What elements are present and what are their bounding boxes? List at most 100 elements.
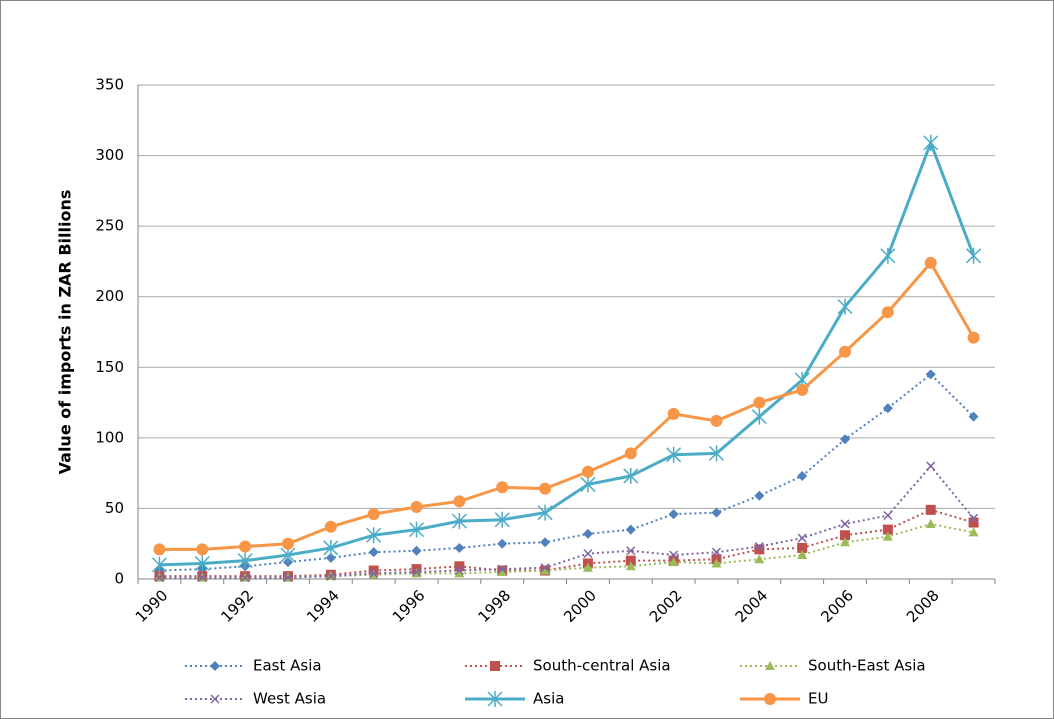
marker bbox=[840, 519, 850, 529]
legend-label: South-East Asia bbox=[808, 657, 926, 675]
legend-label: EU bbox=[808, 690, 828, 708]
marker bbox=[840, 434, 851, 445]
marker bbox=[882, 403, 893, 414]
marker bbox=[454, 566, 464, 576]
marker bbox=[496, 481, 509, 494]
marker bbox=[239, 540, 252, 553]
marker bbox=[580, 476, 596, 493]
marker bbox=[368, 547, 379, 558]
marker bbox=[966, 247, 982, 264]
marker bbox=[210, 661, 220, 671]
marker bbox=[540, 565, 551, 575]
marker bbox=[369, 568, 379, 578]
marker bbox=[153, 543, 166, 556]
marker bbox=[454, 568, 465, 578]
marker bbox=[540, 563, 550, 573]
series bbox=[154, 461, 979, 583]
marker bbox=[625, 524, 636, 535]
marker bbox=[968, 411, 979, 422]
marker bbox=[881, 306, 894, 319]
marker bbox=[968, 517, 979, 528]
marker bbox=[197, 573, 207, 583]
marker bbox=[765, 661, 775, 670]
marker bbox=[453, 495, 466, 508]
marker bbox=[366, 527, 382, 544]
series bbox=[151, 134, 982, 573]
legend-label: East Asia bbox=[253, 657, 322, 675]
marker bbox=[539, 482, 552, 495]
marker bbox=[283, 573, 293, 583]
marker bbox=[666, 446, 682, 463]
marker bbox=[583, 549, 593, 559]
y-tick-label: 300 bbox=[95, 146, 124, 164]
marker bbox=[754, 554, 765, 564]
marker bbox=[151, 556, 167, 573]
legend-item: South-East Asia bbox=[740, 657, 926, 675]
marker bbox=[667, 407, 680, 420]
marker bbox=[797, 533, 807, 543]
marker bbox=[408, 521, 425, 538]
marker bbox=[582, 528, 593, 539]
marker bbox=[325, 552, 336, 563]
marker bbox=[711, 547, 722, 557]
legend-item: West Asia bbox=[185, 690, 326, 708]
marker bbox=[924, 256, 937, 269]
y-tick-label: 250 bbox=[95, 217, 124, 235]
marker bbox=[751, 408, 767, 425]
marker bbox=[797, 470, 808, 481]
marker bbox=[626, 546, 636, 556]
y-tick-label: 50 bbox=[105, 499, 124, 517]
marker bbox=[967, 331, 980, 344]
marker bbox=[710, 414, 723, 427]
marker bbox=[925, 518, 936, 528]
legend-label: South-central Asia bbox=[533, 657, 671, 675]
marker bbox=[490, 661, 500, 671]
y-tick-label: 150 bbox=[95, 358, 124, 376]
marker bbox=[625, 561, 636, 571]
marker bbox=[367, 508, 380, 521]
marker bbox=[968, 527, 979, 537]
marker bbox=[582, 562, 593, 572]
marker bbox=[711, 558, 722, 568]
marker bbox=[708, 445, 725, 462]
marker bbox=[880, 247, 896, 264]
marker bbox=[764, 693, 776, 705]
marker bbox=[624, 447, 637, 460]
marker bbox=[882, 524, 893, 535]
marker bbox=[883, 510, 893, 521]
marker bbox=[454, 561, 465, 572]
y-tick-label: 0 bbox=[114, 570, 124, 588]
marker bbox=[882, 531, 893, 541]
legend-label: West Asia bbox=[253, 690, 326, 708]
marker bbox=[623, 467, 639, 484]
marker bbox=[668, 557, 679, 567]
series-line bbox=[159, 508, 974, 578]
marker bbox=[840, 530, 851, 541]
marker bbox=[454, 542, 465, 553]
marker bbox=[326, 571, 336, 581]
y-axis-label: Value of imports in ZAR Billions bbox=[56, 190, 75, 475]
marker bbox=[668, 509, 679, 520]
marker bbox=[840, 537, 851, 547]
series-line bbox=[159, 260, 975, 551]
marker bbox=[837, 298, 853, 315]
marker bbox=[196, 543, 209, 556]
marker bbox=[451, 513, 467, 530]
marker bbox=[497, 566, 508, 576]
marker bbox=[281, 537, 294, 550]
marker bbox=[754, 542, 764, 552]
marker bbox=[237, 552, 253, 569]
marker bbox=[625, 555, 636, 566]
y-tick-label: 100 bbox=[95, 428, 124, 446]
legend-item: Asia bbox=[465, 690, 564, 708]
marker bbox=[797, 550, 808, 560]
marker bbox=[711, 507, 722, 518]
series-line bbox=[159, 138, 975, 567]
marker bbox=[194, 555, 210, 572]
marker bbox=[925, 369, 936, 380]
marker bbox=[411, 545, 422, 556]
series bbox=[153, 256, 980, 556]
marker bbox=[154, 573, 164, 583]
legend-item: East Asia bbox=[185, 657, 322, 675]
